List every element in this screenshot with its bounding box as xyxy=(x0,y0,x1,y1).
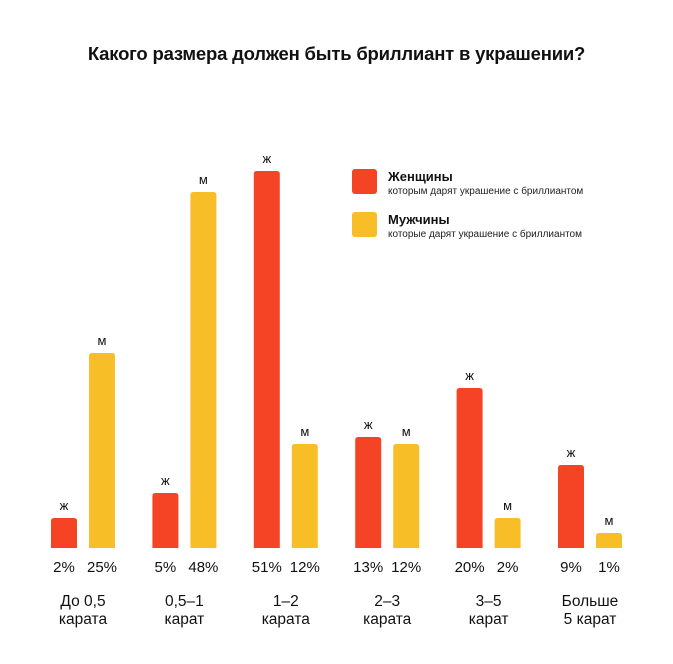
value-label-women-2: 51% xyxy=(252,559,282,576)
category-label-3-line-0: 2–3 xyxy=(374,593,400,610)
value-label-men-3: 12% xyxy=(391,559,421,576)
bar-men-3 xyxy=(393,444,420,548)
category-label-3-line-1: карата xyxy=(363,611,412,628)
category-label-4-line-0: 3–5 xyxy=(476,593,502,610)
bar-series-mark-men-2: м xyxy=(300,424,309,439)
legend-label-women: Женщины xyxy=(388,169,453,184)
chart-title: Какого размера должен быть бриллиант в у… xyxy=(87,43,586,64)
bar-series-mark-women-2: ж xyxy=(262,151,271,166)
legend-description-women: которым дарят украшение с бриллиантом xyxy=(388,186,584,197)
bar-men-4 xyxy=(494,518,521,548)
value-label-women-4: 20% xyxy=(455,559,485,576)
bar-series-mark-men-3: м xyxy=(402,424,411,439)
bar-series-mark-men-4: м xyxy=(503,498,512,513)
bar-series-mark-women-1: ж xyxy=(161,473,170,488)
value-label-women-3: 13% xyxy=(353,559,383,576)
bar-series-mark-women-0: ж xyxy=(60,498,69,513)
category-label-5-line-0: Больше xyxy=(562,593,619,610)
value-label-men-4: 2% xyxy=(497,559,519,576)
category-label-0-line-0: До 0,5 xyxy=(60,593,105,610)
bar-series-mark-women-5: ж xyxy=(567,445,576,460)
category-label-0-line-1: карата xyxy=(59,611,108,628)
category-label-1-line-1: карат xyxy=(165,611,205,628)
value-label-men-1: 48% xyxy=(188,559,218,576)
bar-women-3 xyxy=(355,437,382,548)
bar-men-5 xyxy=(596,533,622,548)
value-label-men-5: 1% xyxy=(598,559,620,576)
bar-women-5 xyxy=(558,465,584,548)
category-label-2-line-1: карата xyxy=(262,611,311,628)
legend-description-men: которые дарят украшение с бриллиантом xyxy=(388,229,582,240)
legend-label-men: Мужчины xyxy=(388,212,450,227)
value-label-men-2: 12% xyxy=(290,559,320,576)
bar-men-2 xyxy=(291,444,318,548)
bar-women-1 xyxy=(152,493,179,548)
bar-series-mark-women-3: ж xyxy=(364,417,373,432)
value-label-women-0: 2% xyxy=(53,559,75,576)
category-label-5-line-1: 5 карат xyxy=(564,611,617,628)
bar-men-0 xyxy=(89,353,115,548)
value-label-men-0: 25% xyxy=(87,559,117,576)
legend-swatch-men xyxy=(352,212,377,237)
bar-series-mark-women-4: ж xyxy=(465,368,474,383)
bar-women-2 xyxy=(253,171,280,548)
category-label-2-line-0: 1–2 xyxy=(273,593,299,610)
bar-series-mark-men-1: м xyxy=(199,172,208,187)
bar-women-0 xyxy=(51,518,77,548)
bar-series-mark-men-0: м xyxy=(98,333,107,348)
category-label-1-line-0: 0,5–1 xyxy=(165,593,204,610)
bar-series-mark-men-5: м xyxy=(605,513,614,528)
category-label-4-line-1: карат xyxy=(469,611,509,628)
legend-swatch-women xyxy=(352,169,377,194)
bar-women-4 xyxy=(456,388,483,548)
value-label-women-1: 5% xyxy=(155,559,177,576)
bar-men-1 xyxy=(190,192,217,548)
value-label-women-5: 9% xyxy=(560,559,582,576)
